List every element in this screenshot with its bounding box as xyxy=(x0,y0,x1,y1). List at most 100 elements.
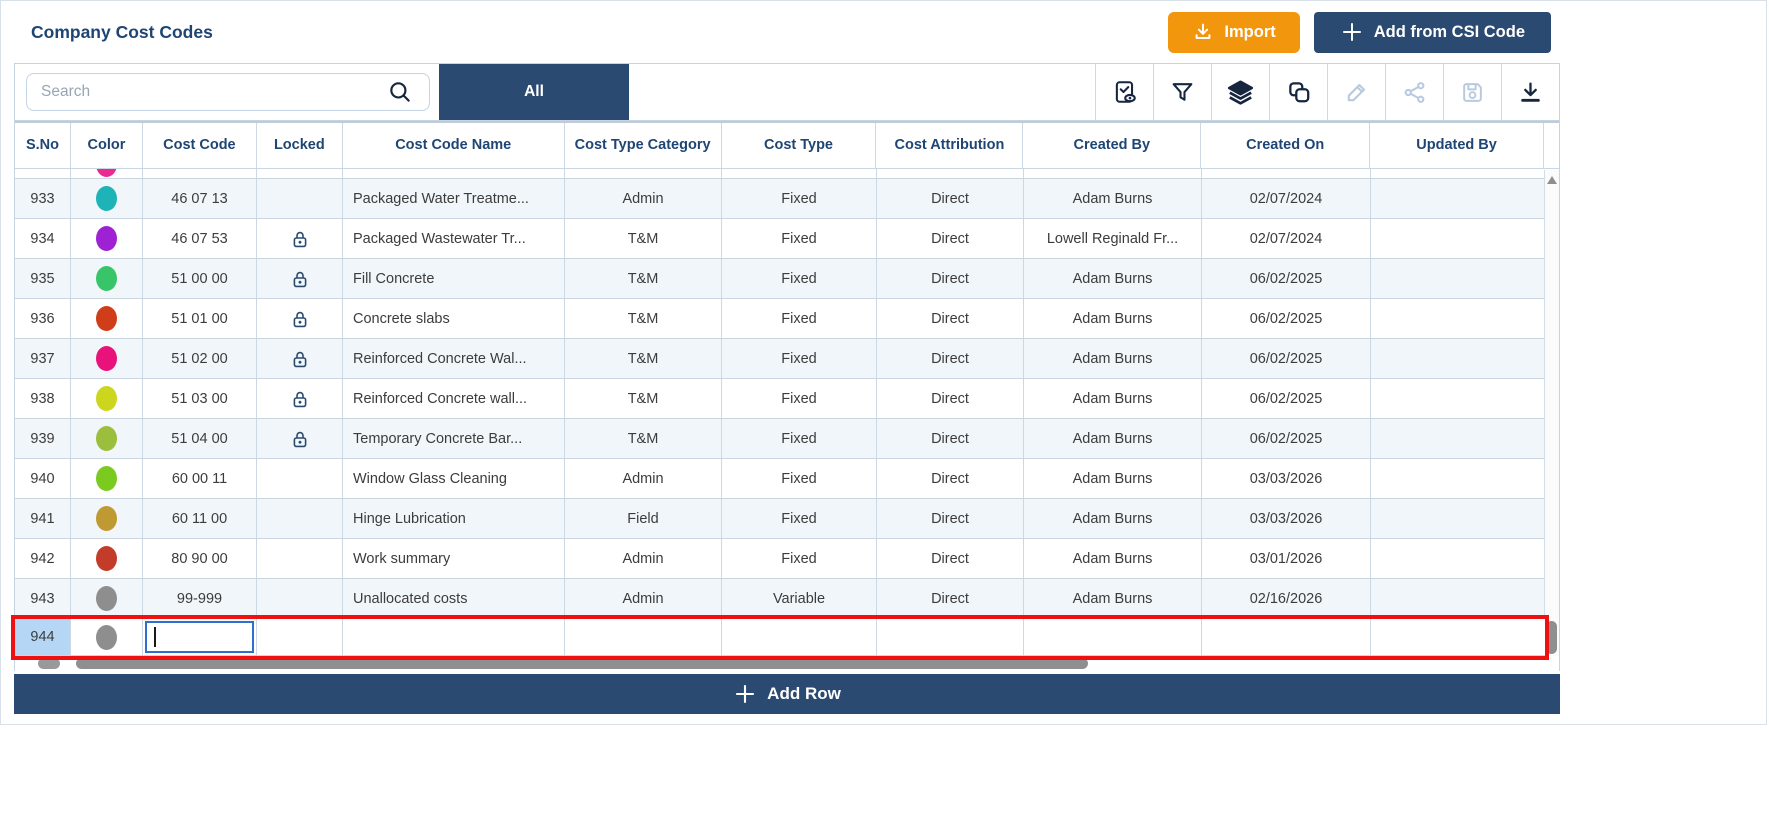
horizontal-scrollbar[interactable] xyxy=(15,656,1559,671)
cell-color[interactable] xyxy=(71,219,143,258)
cell-cost-type-category[interactable]: Admin xyxy=(565,579,722,618)
copy-icon[interactable] xyxy=(1269,64,1327,120)
cell-cost-type[interactable]: Fixed xyxy=(722,379,877,418)
new-row[interactable]: 944 xyxy=(15,619,1545,656)
table-row[interactable]: 938 51 03 00 Reinforced Concrete wall...… xyxy=(15,379,1545,419)
cell-cost-code-name[interactable]: Reinforced Concrete Wal... xyxy=(343,339,565,378)
cell-cost-type-category[interactable]: Admin xyxy=(565,459,722,498)
cell-color[interactable] xyxy=(71,259,143,298)
cell-locked[interactable] xyxy=(257,259,343,298)
new-row-attribution-cell[interactable] xyxy=(877,619,1024,655)
cell-cost-code-name[interactable]: Window Glass Cleaning xyxy=(343,459,565,498)
cell-cost-code-name[interactable]: Hinge Lubrication xyxy=(343,499,565,538)
cell-locked[interactable] xyxy=(257,179,343,218)
color-dot[interactable] xyxy=(96,586,117,611)
cell-cost-type-category[interactable]: T&M xyxy=(565,379,722,418)
cell-color[interactable] xyxy=(71,459,143,498)
cell-cost-type[interactable]: Fixed xyxy=(722,339,877,378)
cell-cost-attribution[interactable]: Direct xyxy=(877,339,1024,378)
table-row[interactable]: 934 46 07 53 Packaged Wastewater Tr... T… xyxy=(15,219,1545,259)
cell-cost-type[interactable]: Fixed xyxy=(722,459,877,498)
col-header-cost-code-name[interactable]: Cost Code Name xyxy=(343,123,565,168)
col-header-cost-attribution[interactable]: Cost Attribution xyxy=(876,123,1024,168)
col-header-color[interactable]: Color xyxy=(71,123,143,168)
add-from-csi-code-button[interactable]: Add from CSI Code xyxy=(1313,11,1551,53)
cell-cost-code-name[interactable]: Temporary Concrete Bar... xyxy=(343,419,565,458)
edit-pencil-icon[interactable] xyxy=(1327,64,1385,120)
cell-cost-code-name[interactable]: Unallocated costs xyxy=(343,579,565,618)
cell-color[interactable] xyxy=(71,339,143,378)
col-header-cost-type[interactable]: Cost Type xyxy=(722,123,877,168)
cell-cost-code[interactable]: 51 01 00 xyxy=(143,299,257,338)
new-row-category-cell[interactable] xyxy=(565,619,722,655)
table-row[interactable]: 937 51 02 00 Reinforced Concrete Wal... … xyxy=(15,339,1545,379)
cell-color[interactable] xyxy=(71,499,143,538)
cell-cost-code-name[interactable]: Packaged Water Treatme... xyxy=(343,179,565,218)
cell-cost-attribution[interactable]: Direct xyxy=(877,259,1024,298)
new-row-sno-cell[interactable]: 944 xyxy=(15,619,71,655)
tab-all[interactable]: All xyxy=(439,64,629,120)
cell-locked[interactable] xyxy=(257,459,343,498)
horizontal-scroll-cap[interactable] xyxy=(38,658,60,669)
cell-cost-code[interactable]: 60 11 00 xyxy=(143,499,257,538)
cell-locked[interactable] xyxy=(257,539,343,578)
cell-cost-attribution[interactable]: Direct xyxy=(877,459,1024,498)
save-icon[interactable] xyxy=(1443,64,1501,120)
table-row[interactable]: 941 60 11 00 Hinge Lubrication Field Fix… xyxy=(15,499,1545,539)
cell-locked[interactable] xyxy=(257,219,343,258)
cell-cost-code[interactable]: 51 04 00 xyxy=(143,419,257,458)
cell-cost-code[interactable]: 60 00 11 xyxy=(143,459,257,498)
col-header-cost-type-category[interactable]: Cost Type Category xyxy=(565,123,722,168)
table-row[interactable]: 933 46 07 13 Packaged Water Treatme... A… xyxy=(15,179,1545,219)
cell-cost-attribution[interactable]: Direct xyxy=(877,539,1024,578)
filter-icon[interactable] xyxy=(1153,64,1211,120)
cell-cost-attribution[interactable]: Direct xyxy=(877,419,1024,458)
new-row-color-cell[interactable] xyxy=(71,619,143,655)
color-dot[interactable] xyxy=(96,306,117,331)
vertical-scrollbar[interactable] xyxy=(1544,170,1559,656)
cell-cost-type-category[interactable]: Admin xyxy=(565,539,722,578)
cell-cost-code-name[interactable]: Work summary xyxy=(343,539,565,578)
color-dot[interactable] xyxy=(96,266,117,291)
cell-cost-code[interactable]: 51 00 00 xyxy=(143,259,257,298)
cell-cost-attribution[interactable]: Direct xyxy=(877,299,1024,338)
color-dot[interactable] xyxy=(96,426,117,451)
cell-cost-code-name[interactable]: Packaged Wastewater Tr... xyxy=(343,219,565,258)
cell-cost-type-category[interactable]: T&M xyxy=(565,419,722,458)
cell-cost-type-category[interactable]: T&M xyxy=(565,259,722,298)
table-row[interactable]: 935 51 00 00 Fill Concrete T&M Fixed Dir… xyxy=(15,259,1545,299)
cell-cost-code[interactable]: 51 03 00 xyxy=(143,379,257,418)
cell-cost-type[interactable]: Fixed xyxy=(722,299,877,338)
cell-cost-code[interactable]: 80 90 00 xyxy=(143,539,257,578)
new-row-cost-type-cell[interactable] xyxy=(722,619,877,655)
cell-cost-code[interactable]: 99-999 xyxy=(143,579,257,618)
cell-color[interactable] xyxy=(71,419,143,458)
cell-color[interactable] xyxy=(71,539,143,578)
cell-cost-type[interactable]: Fixed xyxy=(722,499,877,538)
table-row[interactable]: 943 99-999 Unallocated costs Admin Varia… xyxy=(15,579,1545,619)
cell-locked[interactable] xyxy=(257,419,343,458)
col-header-locked[interactable]: Locked xyxy=(257,123,343,168)
add-row-button[interactable]: Add Row xyxy=(14,674,1560,714)
cell-cost-type[interactable]: Fixed xyxy=(722,419,877,458)
search-icon[interactable] xyxy=(387,79,413,105)
scroll-up-arrow[interactable] xyxy=(1547,176,1557,184)
new-row-cost-code-cell[interactable] xyxy=(143,619,257,655)
cell-cost-attribution[interactable]: Direct xyxy=(877,579,1024,618)
cell-cost-code[interactable]: 46 07 53 xyxy=(143,219,257,258)
cell-color[interactable] xyxy=(71,579,143,618)
share-icon[interactable] xyxy=(1385,64,1443,120)
col-header-created-by[interactable]: Created By xyxy=(1023,123,1202,168)
table-row[interactable]: 939 51 04 00 Temporary Concrete Bar... T… xyxy=(15,419,1545,459)
cell-cost-code[interactable]: 46 07 13 xyxy=(143,179,257,218)
new-row-color-dot[interactable] xyxy=(96,624,117,650)
new-row-name-cell[interactable] xyxy=(343,619,565,655)
cell-locked[interactable] xyxy=(257,579,343,618)
cell-cost-type[interactable]: Fixed xyxy=(722,219,877,258)
color-dot[interactable] xyxy=(96,346,117,371)
cost-code-editor[interactable] xyxy=(145,621,254,653)
color-dot[interactable] xyxy=(96,506,117,531)
cell-color[interactable] xyxy=(71,179,143,218)
col-header-cost-code[interactable]: Cost Code xyxy=(143,123,257,168)
cell-cost-type-category[interactable]: T&M xyxy=(565,219,722,258)
